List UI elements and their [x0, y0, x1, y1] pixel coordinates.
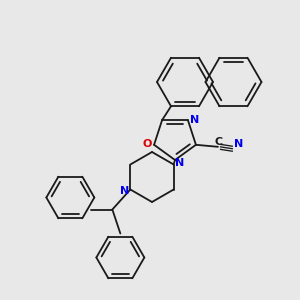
Text: N: N — [175, 158, 184, 167]
Text: O: O — [142, 139, 152, 149]
Text: N: N — [190, 115, 200, 125]
Text: C: C — [215, 137, 223, 147]
Text: N: N — [120, 187, 129, 196]
Text: N: N — [234, 139, 244, 149]
